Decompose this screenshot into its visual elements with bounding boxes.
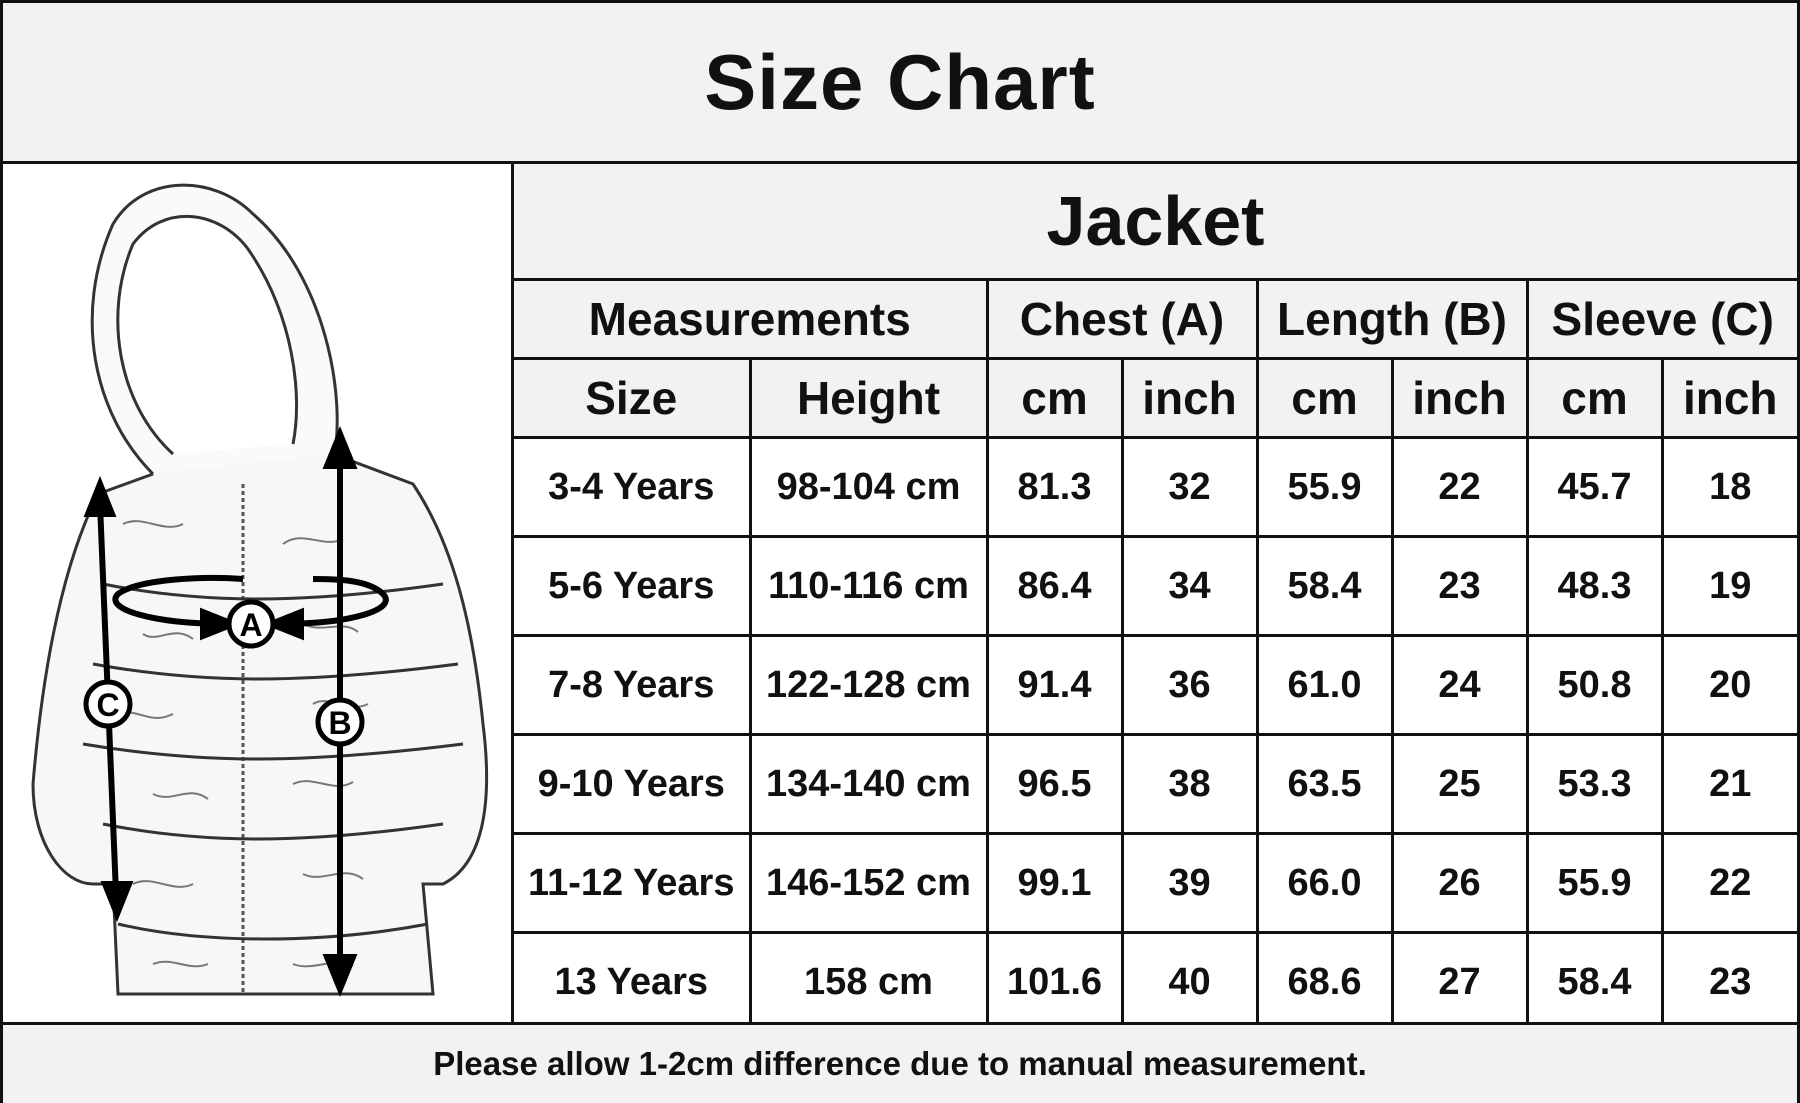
- table-cell: 34: [1120, 535, 1259, 637]
- size-table: Jacket Measurements Chest (A) Length (B)…: [514, 164, 1797, 1033]
- jacket-diagram: A B C: [3, 164, 514, 1022]
- table-cell: 63.5: [1255, 733, 1394, 835]
- table-row: 3-4 Years 98-104 cm 81.3 32 55.9 22 45.7 18: [514, 436, 1797, 538]
- table-cell: 32: [1120, 436, 1259, 538]
- table-cell: 26: [1390, 832, 1529, 934]
- table-cell: 45.7: [1525, 436, 1664, 538]
- table-cell: 13 Years: [514, 931, 752, 1033]
- table-cell: 7-8 Years: [514, 634, 752, 736]
- table-cell: 58.4: [1255, 535, 1394, 637]
- table-cell: 25: [1390, 733, 1529, 835]
- table-cell: 27: [1390, 931, 1529, 1033]
- sleeve-header: Sleeve (C): [1525, 278, 1797, 360]
- table-cell: 39: [1120, 832, 1259, 934]
- table-cell: 40: [1120, 931, 1259, 1033]
- table-row: 13 Years 158 cm 101.6 40 68.6 27 58.4 23: [514, 931, 1797, 1033]
- table-cell: 158 cm: [748, 931, 989, 1033]
- size-header: Size: [514, 357, 752, 439]
- table-row: 9-10 Years 134-140 cm 96.5 38 63.5 25 53.3 21: [514, 733, 1797, 835]
- table-cell: 81.3: [985, 436, 1124, 538]
- chest-header: Chest (A): [985, 278, 1259, 360]
- table-cell: 24: [1390, 634, 1529, 736]
- table-row: 5-6 Years 110-116 cm 86.4 34 58.4 23 48.3 19: [514, 535, 1797, 637]
- table-cell: 11-12 Years: [514, 832, 752, 934]
- table-cell: 22: [1390, 436, 1529, 538]
- table-cell: 55.9: [1255, 436, 1394, 538]
- unit-header: cm: [1255, 357, 1394, 439]
- table-cell: 18: [1660, 436, 1797, 538]
- unit-header-row: Size Height cm inch cm inch cm inch: [514, 357, 1797, 439]
- table-cell: 146-152 cm: [748, 832, 989, 934]
- page-title: Size Chart: [704, 37, 1096, 126]
- product-header-row: Jacket: [514, 164, 1797, 281]
- svg-text:A: A: [239, 607, 262, 643]
- label-b-marker: B: [315, 697, 365, 747]
- svg-text:B: B: [328, 705, 351, 741]
- height-header: Height: [748, 357, 989, 439]
- table-cell: 91.4: [985, 634, 1124, 736]
- table-cell: 58.4: [1525, 931, 1664, 1033]
- jacket-illustration: A B C: [31, 183, 489, 997]
- table-cell: 23: [1390, 535, 1529, 637]
- table-cell: 55.9: [1525, 832, 1664, 934]
- footer-text: Please allow 1-2cm difference due to man…: [433, 1045, 1367, 1082]
- table-cell: 101.6: [985, 931, 1124, 1033]
- table-cell: 19: [1660, 535, 1797, 637]
- length-header: Length (B): [1255, 278, 1529, 360]
- table-cell: 38: [1120, 733, 1259, 835]
- title-band: Size Chart: [3, 3, 1797, 164]
- unit-header: inch: [1660, 357, 1797, 439]
- measurement-header-row: Measurements Chest (A) Length (B) Sleeve…: [514, 278, 1797, 360]
- table-cell: 86.4: [985, 535, 1124, 637]
- table-cell: 21: [1660, 733, 1797, 835]
- table-cell: 50.8: [1525, 634, 1664, 736]
- unit-header: inch: [1120, 357, 1259, 439]
- measurements-header: Measurements: [514, 278, 989, 360]
- table-cell: 98-104 cm: [748, 436, 989, 538]
- table-row: 11-12 Years 146-152 cm 99.1 39 66.0 26 55.9 22: [514, 832, 1797, 934]
- table-cell: 61.0: [1255, 634, 1394, 736]
- label-c-marker: C: [83, 679, 133, 729]
- table-cell: 96.5: [985, 733, 1124, 835]
- svg-text:C: C: [96, 687, 119, 723]
- table-cell: 48.3: [1525, 535, 1664, 637]
- unit-header: inch: [1390, 357, 1529, 439]
- table-cell: 66.0: [1255, 832, 1394, 934]
- table-cell: 122-128 cm: [748, 634, 989, 736]
- table-cell: 53.3: [1525, 733, 1664, 835]
- unit-header: cm: [985, 357, 1124, 439]
- table-cell: 20: [1660, 634, 1797, 736]
- unit-header: cm: [1525, 357, 1664, 439]
- table-row: 7-8 Years 122-128 cm 91.4 36 61.0 24 50.8 20: [514, 634, 1797, 736]
- table-cell: 36: [1120, 634, 1259, 736]
- table-cell: 22: [1660, 832, 1797, 934]
- table-cell: 3-4 Years: [514, 436, 752, 538]
- footer-note: Please allow 1-2cm difference due to man…: [3, 1022, 1797, 1103]
- table-cell: 9-10 Years: [514, 733, 752, 835]
- label-a-marker: A: [226, 599, 276, 649]
- table-cell: 134-140 cm: [748, 733, 989, 835]
- table-cell: 68.6: [1255, 931, 1394, 1033]
- table-cell: 23: [1660, 931, 1797, 1033]
- table-cell: 110-116 cm: [748, 535, 989, 637]
- table-cell: 99.1: [985, 832, 1124, 934]
- table-cell: 5-6 Years: [514, 535, 752, 637]
- product-name: Jacket: [514, 164, 1797, 281]
